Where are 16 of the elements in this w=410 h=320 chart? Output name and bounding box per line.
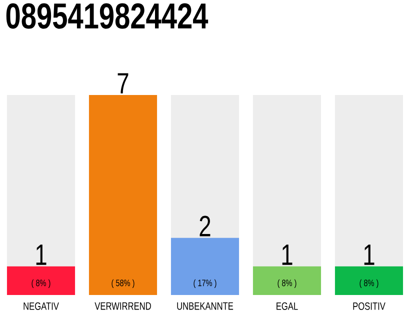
annotation: ( 17% ) — [194, 279, 216, 288]
annotation: ( 8% ) — [32, 279, 50, 288]
annotation: ( 8% ) — [278, 279, 296, 288]
chart-title: 0895419824424 — [6, 3, 208, 29]
x-tick-label: POSITIV — [353, 302, 386, 310]
data-label: 1 — [36, 244, 46, 265]
annotation: ( 8% ) — [360, 279, 378, 288]
data-label: 2 — [200, 216, 210, 236]
annotation: ( 58% ) — [112, 279, 134, 288]
x-tick-label: NEGATIV — [24, 302, 59, 310]
x-tick-label: VERWIRREND — [94, 302, 151, 310]
x-tick-label: UNBEKANNTE — [177, 302, 234, 310]
x-tick-label: EGAL — [276, 302, 298, 310]
data-label: 1 — [282, 244, 292, 265]
data-label: 1 — [364, 244, 374, 265]
data-label: 7 — [118, 73, 128, 94]
